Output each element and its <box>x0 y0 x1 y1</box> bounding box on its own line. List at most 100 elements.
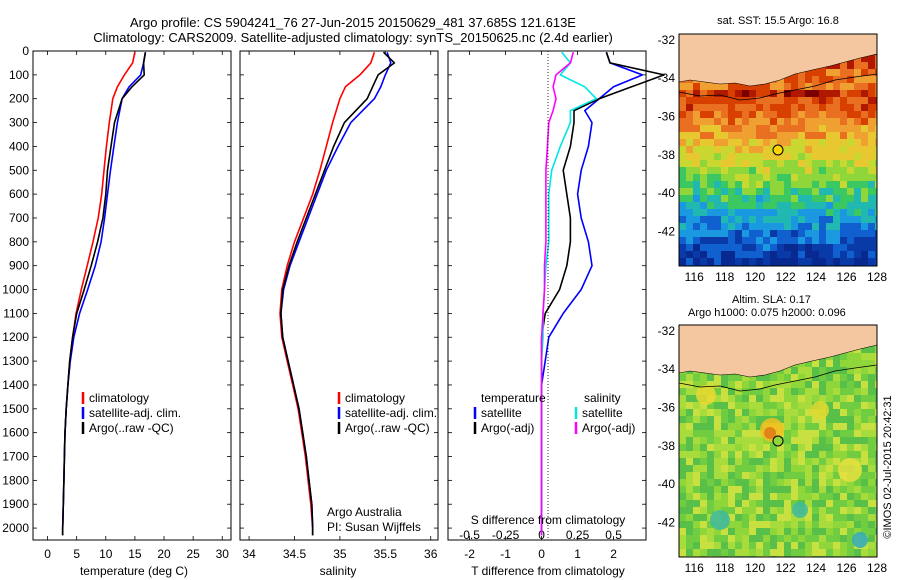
sst-cell <box>714 223 722 231</box>
sst-cell <box>840 146 848 154</box>
sst-cell <box>679 111 687 119</box>
depth-tick-label: 1500 <box>2 402 29 416</box>
sst-cell <box>707 181 715 189</box>
sst-cell <box>700 181 708 189</box>
sst-cell <box>819 146 827 154</box>
sla-cell <box>847 437 855 445</box>
sst-cell <box>742 160 750 168</box>
sla-cell <box>819 507 827 515</box>
sla-cell <box>784 381 792 389</box>
sla-cell <box>819 367 827 375</box>
sla-cell <box>749 465 757 473</box>
x-tick-label: 0 <box>44 547 51 561</box>
sla-cell <box>826 472 834 480</box>
sst-cell <box>847 153 855 161</box>
sla-cell <box>770 374 778 382</box>
sst-cell <box>693 209 701 217</box>
sst-cell <box>735 230 743 238</box>
sst-cell <box>847 69 855 77</box>
depth-tick-label: 700 <box>9 211 29 225</box>
sla-cell <box>868 374 876 382</box>
sst-cell <box>784 188 792 196</box>
profile-line-satellite-adj-clim- <box>280 51 392 536</box>
depth-tick-label: 1400 <box>2 378 29 392</box>
sst-cell <box>749 202 757 210</box>
sla-cell <box>854 402 862 410</box>
sla-cell <box>721 409 729 417</box>
x-tick-label: 2 <box>610 547 617 561</box>
sst-cell <box>742 202 750 210</box>
sst-cell <box>833 244 841 252</box>
sla-cell <box>721 402 729 410</box>
sla-cell <box>763 395 771 403</box>
sst-cell <box>791 83 799 91</box>
map-y-tick-label: -36 <box>658 400 676 414</box>
sla-cell <box>875 388 877 396</box>
sst-cell <box>679 118 687 126</box>
sst-cell <box>742 188 750 196</box>
sla-cell <box>805 486 813 494</box>
sst-cell <box>707 202 715 210</box>
sla-cell <box>735 535 743 543</box>
sla-cell <box>721 437 729 445</box>
sst-cell <box>777 251 785 259</box>
x-tick-label: 1 <box>574 547 581 561</box>
sst-cell <box>812 132 820 140</box>
sla-cell <box>833 430 841 438</box>
sst-cell <box>833 195 841 203</box>
sst-cell <box>693 160 701 168</box>
sst-cell <box>756 195 764 203</box>
sla-cell <box>742 535 750 543</box>
sla-cell <box>742 486 750 494</box>
sst-cell <box>791 244 799 252</box>
sst-cell <box>679 146 687 154</box>
header-line-1: Argo profile: CS 5904241_76 27-Jun-2015 … <box>130 15 576 30</box>
sst-cell <box>868 237 876 245</box>
sst-cell <box>840 118 848 126</box>
depth-tick-label: 300 <box>9 116 29 130</box>
sla-map-title-1: Altim. SLA: 0.17 <box>732 294 811 306</box>
sst-cell <box>812 146 820 154</box>
sla-cell <box>868 500 876 508</box>
sst-cell <box>868 104 876 112</box>
sst-cell <box>714 244 722 252</box>
sla-cell <box>812 395 820 403</box>
sst-cell <box>735 251 743 259</box>
sst-cell <box>679 160 687 168</box>
sst-cell <box>756 160 764 168</box>
sla-cell <box>861 521 869 529</box>
sst-cell <box>840 188 848 196</box>
sla-cell <box>833 549 841 557</box>
sla-cell <box>742 423 750 431</box>
sla-cell <box>784 437 792 445</box>
sla-cell <box>714 395 722 403</box>
sst-cell <box>700 104 708 112</box>
sla-cell <box>854 521 862 529</box>
sst-cell <box>826 90 834 98</box>
sla-cell <box>777 444 785 452</box>
sla-cell <box>707 542 715 550</box>
sla-cell <box>735 507 743 515</box>
sla-cell <box>742 549 750 557</box>
sla-cell <box>756 423 764 431</box>
sst-cell <box>735 209 743 217</box>
sla-cell <box>798 388 806 396</box>
sst-cell <box>763 216 771 224</box>
sst-cell <box>819 209 827 217</box>
sla-cell <box>735 521 743 529</box>
sst-cell <box>770 181 778 189</box>
sst-cell <box>854 167 862 175</box>
sla-cell <box>812 416 820 424</box>
map-y-tick-label: -32 <box>658 33 676 47</box>
sla-cell <box>805 388 813 396</box>
sla-cell <box>721 416 729 424</box>
sst-cell <box>749 244 757 252</box>
sst-cell <box>861 111 869 119</box>
sst-cell <box>777 258 785 266</box>
sla-cell <box>763 500 771 508</box>
sla-cell <box>749 374 757 382</box>
sla-cell <box>798 535 806 543</box>
sla-cell <box>742 444 750 452</box>
sst-cell <box>707 83 715 91</box>
sla-cell <box>826 395 834 403</box>
